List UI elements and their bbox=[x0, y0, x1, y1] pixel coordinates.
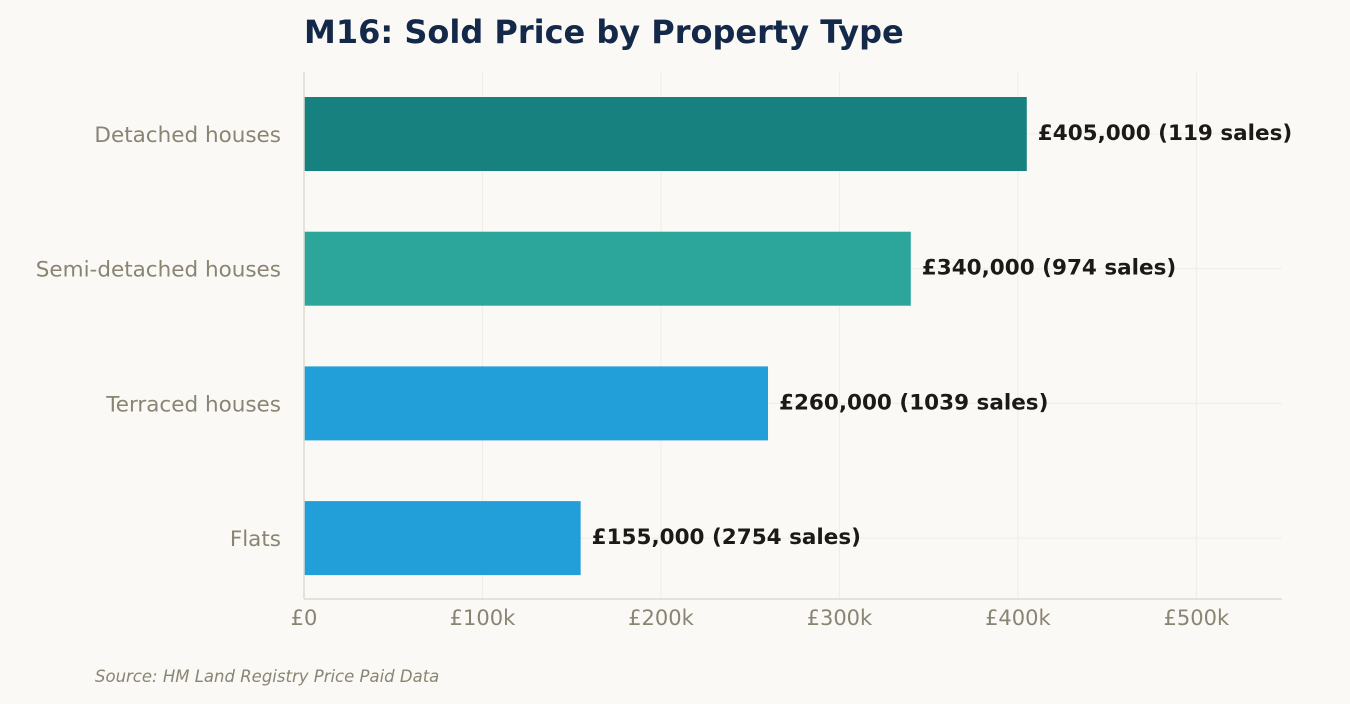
data-label: £405,000 (119 sales) bbox=[1038, 121, 1292, 146]
bars bbox=[304, 97, 1027, 576]
x-tick-label: £400k bbox=[985, 606, 1051, 630]
x-tick-label: £100k bbox=[450, 606, 516, 630]
x-tick-label: £0 bbox=[291, 606, 318, 630]
category-label: Semi-detached houses bbox=[36, 258, 281, 283]
bar bbox=[304, 501, 581, 576]
data-label: £155,000 (2754 sales) bbox=[592, 525, 861, 550]
x-tick-label: £500k bbox=[1164, 606, 1230, 630]
bar bbox=[304, 231, 911, 306]
source-note: Source: HM Land Registry Price Paid Data bbox=[95, 667, 439, 686]
category-label: Flats bbox=[230, 527, 281, 552]
data-label: £260,000 (1039 sales) bbox=[779, 390, 1048, 415]
axes bbox=[303, 72, 1282, 600]
bar bbox=[304, 366, 769, 441]
x-tick-label: £300k bbox=[807, 606, 873, 630]
bar bbox=[304, 97, 1027, 171]
labels: Detached houses £405,000 (119 sales) Semi-… bbox=[36, 121, 1292, 630]
chart-title: M16: Sold Price by Property Type bbox=[304, 13, 904, 51]
data-label: £340,000 (974 sales) bbox=[922, 256, 1176, 281]
category-label: Detached houses bbox=[94, 123, 281, 148]
x-tick-label: £200k bbox=[628, 606, 694, 630]
category-label: Terraced houses bbox=[105, 392, 281, 417]
